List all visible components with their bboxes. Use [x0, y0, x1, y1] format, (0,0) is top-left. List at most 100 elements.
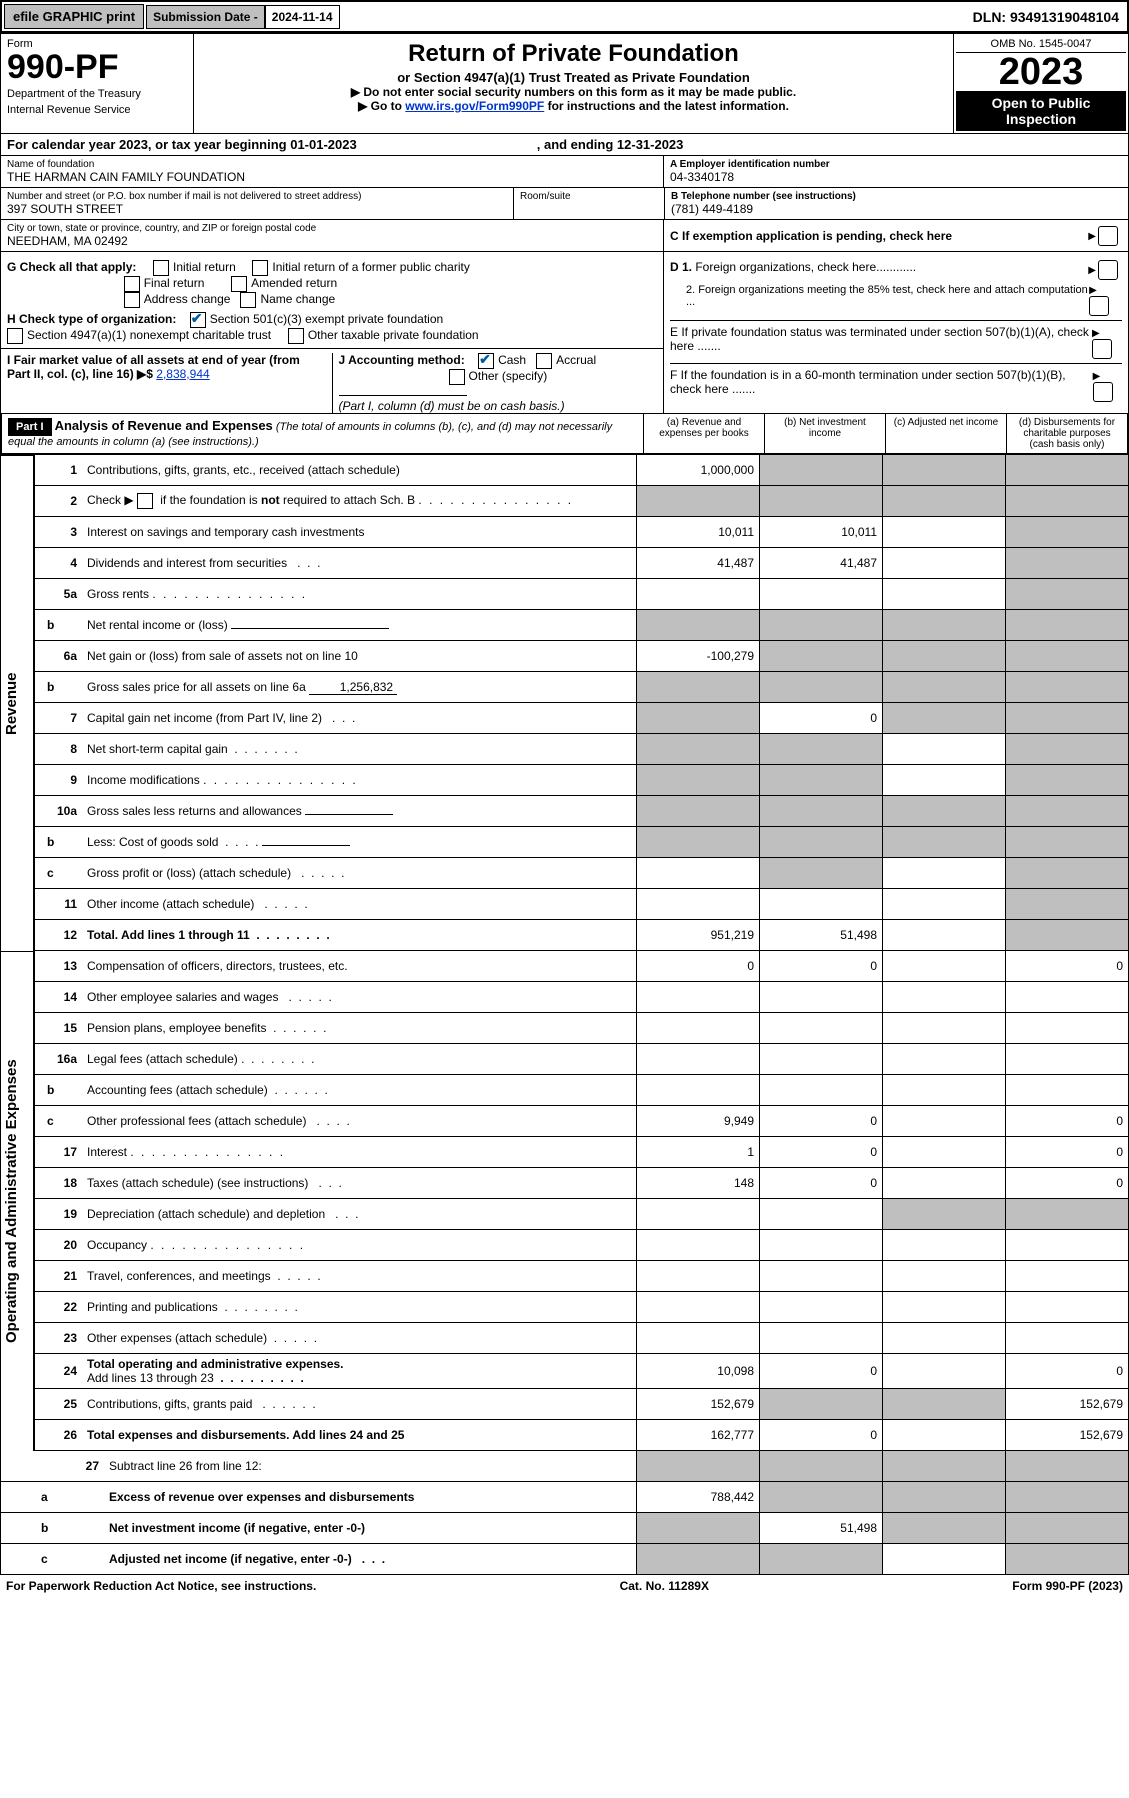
- col-a-head: (a) Revenue and expenses per books: [643, 414, 764, 453]
- l16c-label: Other professional fees (attach schedule…: [82, 1106, 637, 1137]
- g-final: Final return: [144, 276, 205, 290]
- l10b-input[interactable]: [262, 845, 350, 846]
- part1-badge: Part I: [8, 418, 52, 436]
- g-addrchange-checkbox[interactable]: [124, 292, 140, 308]
- footer-right: Form 990-PF (2023): [1012, 1579, 1123, 1593]
- l3-a: 10,011: [637, 517, 760, 548]
- line-5b: bNet rental income or (loss): [35, 610, 1129, 641]
- line-5a: 5aGross rents: [35, 579, 1129, 610]
- l27a-label: Excess of revenue over expenses and disb…: [104, 1482, 637, 1513]
- l4-a: 41,487: [637, 548, 760, 579]
- e-checkbox[interactable]: [1092, 339, 1112, 359]
- line-1: 1Contributions, gifts, grants, etc., rec…: [35, 455, 1129, 486]
- l17-d: 0: [1006, 1137, 1129, 1168]
- l10c-label: Gross profit or (loss) (attach schedule)…: [82, 858, 637, 889]
- city-cell: City or town, state or province, country…: [1, 220, 664, 251]
- l16c-b: 0: [760, 1106, 883, 1137]
- expenses-table: 13Compensation of officers, directors, t…: [34, 951, 1129, 1451]
- line-27b: bNet investment income (if negative, ent…: [1, 1513, 1129, 1544]
- col-b-head: (b) Net investment income: [764, 414, 885, 453]
- j-other-checkbox[interactable]: [449, 369, 465, 385]
- irs: Internal Revenue Service: [7, 104, 187, 116]
- j-note: (Part I, column (d) must be on cash basi…: [339, 399, 565, 413]
- l6b-value: 1,256,832: [309, 680, 397, 695]
- g-label: G Check all that apply:: [7, 260, 136, 274]
- l19-label: Depreciation (attach schedule) and deple…: [82, 1199, 637, 1230]
- g-addrchange: Address change: [144, 292, 231, 306]
- arrow-icon: [1092, 325, 1102, 339]
- street-label: Number and street (or P.O. box number if…: [7, 191, 507, 202]
- line-25: 25Contributions, gifts, grants paid . . …: [35, 1389, 1129, 1420]
- note-goto: ▶ Go to www.irs.gov/Form990PF for instru…: [204, 99, 943, 113]
- line-14: 14Other employee salaries and wages . . …: [35, 982, 1129, 1013]
- l25-a: 152,679: [637, 1389, 760, 1420]
- j-cash-checkbox[interactable]: [478, 353, 494, 369]
- open-inspection: Open to Public Inspection: [956, 91, 1126, 131]
- city-c-row: City or town, state or province, country…: [0, 220, 1129, 252]
- h-4947-checkbox[interactable]: [7, 328, 23, 344]
- line27-table: 27Subtract line 26 from line 12: aExcess…: [0, 1451, 1129, 1575]
- ein-label: A Employer identification number: [670, 159, 1122, 170]
- i-fmv-value[interactable]: 2,838,944: [156, 367, 209, 381]
- revenue-table: 1Contributions, gifts, grants, etc., rec…: [34, 455, 1129, 951]
- box-c-checkbox[interactable]: [1098, 226, 1118, 246]
- j-accrual-checkbox[interactable]: [536, 353, 552, 369]
- line-6a: 6aNet gain or (loss) from sale of assets…: [35, 641, 1129, 672]
- col-d-head: (d) Disbursements for charitable purpose…: [1006, 414, 1127, 453]
- g-former-checkbox[interactable]: [252, 260, 268, 276]
- h-501c3: Section 501(c)(3) exempt private foundat…: [210, 312, 443, 326]
- irs-link[interactable]: www.irs.gov/Form990PF: [405, 99, 544, 113]
- l20-label: Occupancy: [82, 1230, 637, 1261]
- g-initial-checkbox[interactable]: [153, 260, 169, 276]
- e-label: E If private foundation status was termi…: [670, 325, 1092, 359]
- l6a-label: Net gain or (loss) from sale of assets n…: [82, 641, 637, 672]
- g-amended: Amended return: [251, 276, 337, 290]
- arrow-icon: [1089, 284, 1099, 296]
- l18-label: Taxes (attach schedule) (see instruction…: [82, 1168, 637, 1199]
- line-11: 11Other income (attach schedule) . . . .…: [35, 889, 1129, 920]
- ghij-left: G Check all that apply: Initial return I…: [1, 252, 664, 413]
- h-501c3-checkbox[interactable]: [190, 312, 206, 328]
- g-final-checkbox[interactable]: [124, 276, 140, 292]
- h-other-checkbox[interactable]: [288, 328, 304, 344]
- d1-checkbox[interactable]: [1098, 260, 1118, 280]
- dept-treasury: Department of the Treasury: [7, 88, 187, 100]
- g-namechange-checkbox[interactable]: [240, 292, 256, 308]
- d2-checkbox[interactable]: [1089, 296, 1109, 316]
- submission-date: 2024-11-14: [265, 5, 340, 29]
- l2-checkbox[interactable]: [137, 493, 153, 509]
- l8-label: Net short-term capital gain . . . . . . …: [82, 734, 637, 765]
- line-26: 26Total expenses and disbursements. Add …: [35, 1420, 1129, 1451]
- j-accrual: Accrual: [556, 353, 596, 367]
- g-amended-checkbox[interactable]: [231, 276, 247, 292]
- i-label: I Fair market value of all assets at end…: [7, 353, 300, 381]
- city-value: NEEDHAM, MA 02492: [7, 234, 657, 248]
- l27-label: Subtract line 26 from line 12:: [104, 1451, 637, 1482]
- l18-a: 148: [637, 1168, 760, 1199]
- l10a-input[interactable]: [305, 814, 393, 815]
- l26-label: Total expenses and disbursements. Add li…: [82, 1420, 637, 1451]
- l18-b: 0: [760, 1168, 883, 1199]
- l5b-input[interactable]: [231, 628, 389, 629]
- l25-d: 152,679: [1006, 1389, 1129, 1420]
- header-center: Return of Private Foundation or Section …: [194, 34, 953, 133]
- footer-center: Cat. No. 11289X: [620, 1579, 709, 1593]
- j-other-input[interactable]: [339, 395, 467, 396]
- l12-b: 51,498: [760, 920, 883, 951]
- form-title: Return of Private Foundation: [204, 40, 943, 68]
- line-3: 3Interest on savings and temporary cash …: [35, 517, 1129, 548]
- g-former: Initial return of a former public charit…: [272, 260, 469, 274]
- l2-label: Check ▶ if the foundation is not require…: [82, 486, 637, 517]
- l10b-label: Less: Cost of goods sold . . . .: [82, 827, 637, 858]
- l10a-label: Gross sales less returns and allowances: [82, 796, 637, 827]
- efile-print-button[interactable]: efile GRAPHIC print: [4, 4, 144, 29]
- line-23: 23Other expenses (attach schedule) . . .…: [35, 1323, 1129, 1354]
- expenses-section: Operating and Administrative Expenses 13…: [0, 951, 1129, 1451]
- g-initial: Initial return: [173, 260, 236, 274]
- l13-a: 0: [637, 951, 760, 982]
- l26-a: 162,777: [637, 1420, 760, 1451]
- f-checkbox[interactable]: [1093, 382, 1113, 402]
- ein-cell: A Employer identification number 04-3340…: [664, 156, 1128, 187]
- l26-d: 152,679: [1006, 1420, 1129, 1451]
- l27a-a: 788,442: [637, 1482, 760, 1513]
